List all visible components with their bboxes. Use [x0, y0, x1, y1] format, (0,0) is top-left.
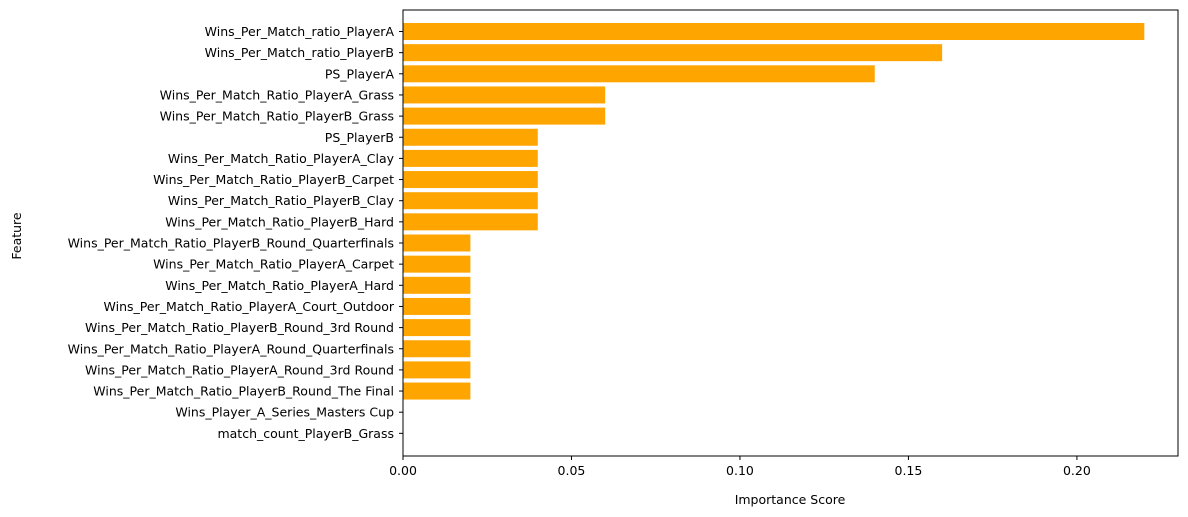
x-tick-label: 0.00	[389, 463, 417, 478]
bar	[403, 107, 606, 125]
y-tick-label: Wins_Per_Match_Ratio_PlayerA_Hard	[165, 278, 394, 293]
y-tick-label: Wins_Per_Match_Ratio_PlayerB_Carpet	[153, 172, 394, 187]
bar	[403, 192, 538, 210]
bar	[403, 340, 471, 358]
y-tick-label: Wins_Per_Match_Ratio_PlayerB_Clay	[168, 193, 395, 208]
bars-layer	[403, 23, 1145, 400]
y-tick-label: Wins_Player_A_Series_Masters Cup	[175, 405, 394, 420]
bar	[403, 149, 538, 167]
y-tick-label: PS_PlayerB	[325, 130, 394, 145]
y-tick-label: Wins_Per_Match_Ratio_PlayerA_Carpet	[153, 257, 394, 272]
bar	[403, 382, 471, 400]
y-tick-label: Wins_Per_Match_Ratio_PlayerA_Round_Quart…	[68, 341, 394, 356]
y-tick-label: Wins_Per_Match_Ratio_PlayerA_Court_Outdo…	[104, 299, 395, 314]
bar	[403, 213, 538, 231]
bar	[403, 234, 471, 252]
x-axis-label: Importance Score	[735, 492, 846, 507]
y-tick-label: Wins_Per_Match_Ratio_PlayerA_Round_3rd R…	[85, 362, 394, 377]
y-tick-label: Wins_Per_Match_ratio_PlayerB	[205, 45, 394, 60]
y-tick-label: Wins_Per_Match_Ratio_PlayerA_Grass	[160, 87, 394, 102]
bar	[403, 65, 875, 83]
bar	[403, 361, 471, 379]
bar	[403, 44, 943, 62]
bar	[403, 171, 538, 189]
y-tick-label: match_count_PlayerB_Grass	[217, 426, 394, 441]
y-axis-label: Feature	[9, 212, 24, 260]
x-axis-ticks: 0.00 0.05 0.10 0.15 0.20	[389, 456, 1091, 478]
y-tick-label: Wins_Per_Match_Ratio_PlayerA_Clay	[168, 151, 395, 166]
x-tick-label: 0.10	[726, 463, 754, 478]
x-tick-label: 0.05	[558, 463, 586, 478]
bar	[403, 319, 471, 337]
y-tick-label: Wins_Per_Match_ratio_PlayerA	[205, 24, 395, 39]
y-tick-label: Wins_Per_Match_Ratio_PlayerB_Grass	[160, 109, 394, 124]
y-tick-label: Wins_Per_Match_Ratio_PlayerB_Round_Quart…	[68, 236, 394, 251]
bar	[403, 86, 606, 104]
y-tick-label: Wins_Per_Match_Ratio_PlayerB_Hard	[165, 214, 394, 229]
bar	[403, 255, 471, 273]
y-axis-ticks: Wins_Per_Match_ratio_PlayerA Wins_Per_Mat…	[68, 24, 403, 441]
bar	[403, 276, 471, 294]
y-tick-label: Wins_Per_Match_Ratio_PlayerB_Round_3rd R…	[85, 320, 394, 335]
bar	[403, 128, 538, 146]
x-tick-label: 0.15	[895, 463, 923, 478]
bar	[403, 297, 471, 315]
bar	[403, 23, 1145, 40]
y-tick-label: PS_PlayerA	[325, 66, 395, 81]
x-tick-label: 0.20	[1063, 463, 1091, 478]
y-tick-label: Wins_Per_Match_Ratio_PlayerB_Round_The F…	[93, 384, 394, 399]
plot-frame	[402, 9, 1179, 457]
